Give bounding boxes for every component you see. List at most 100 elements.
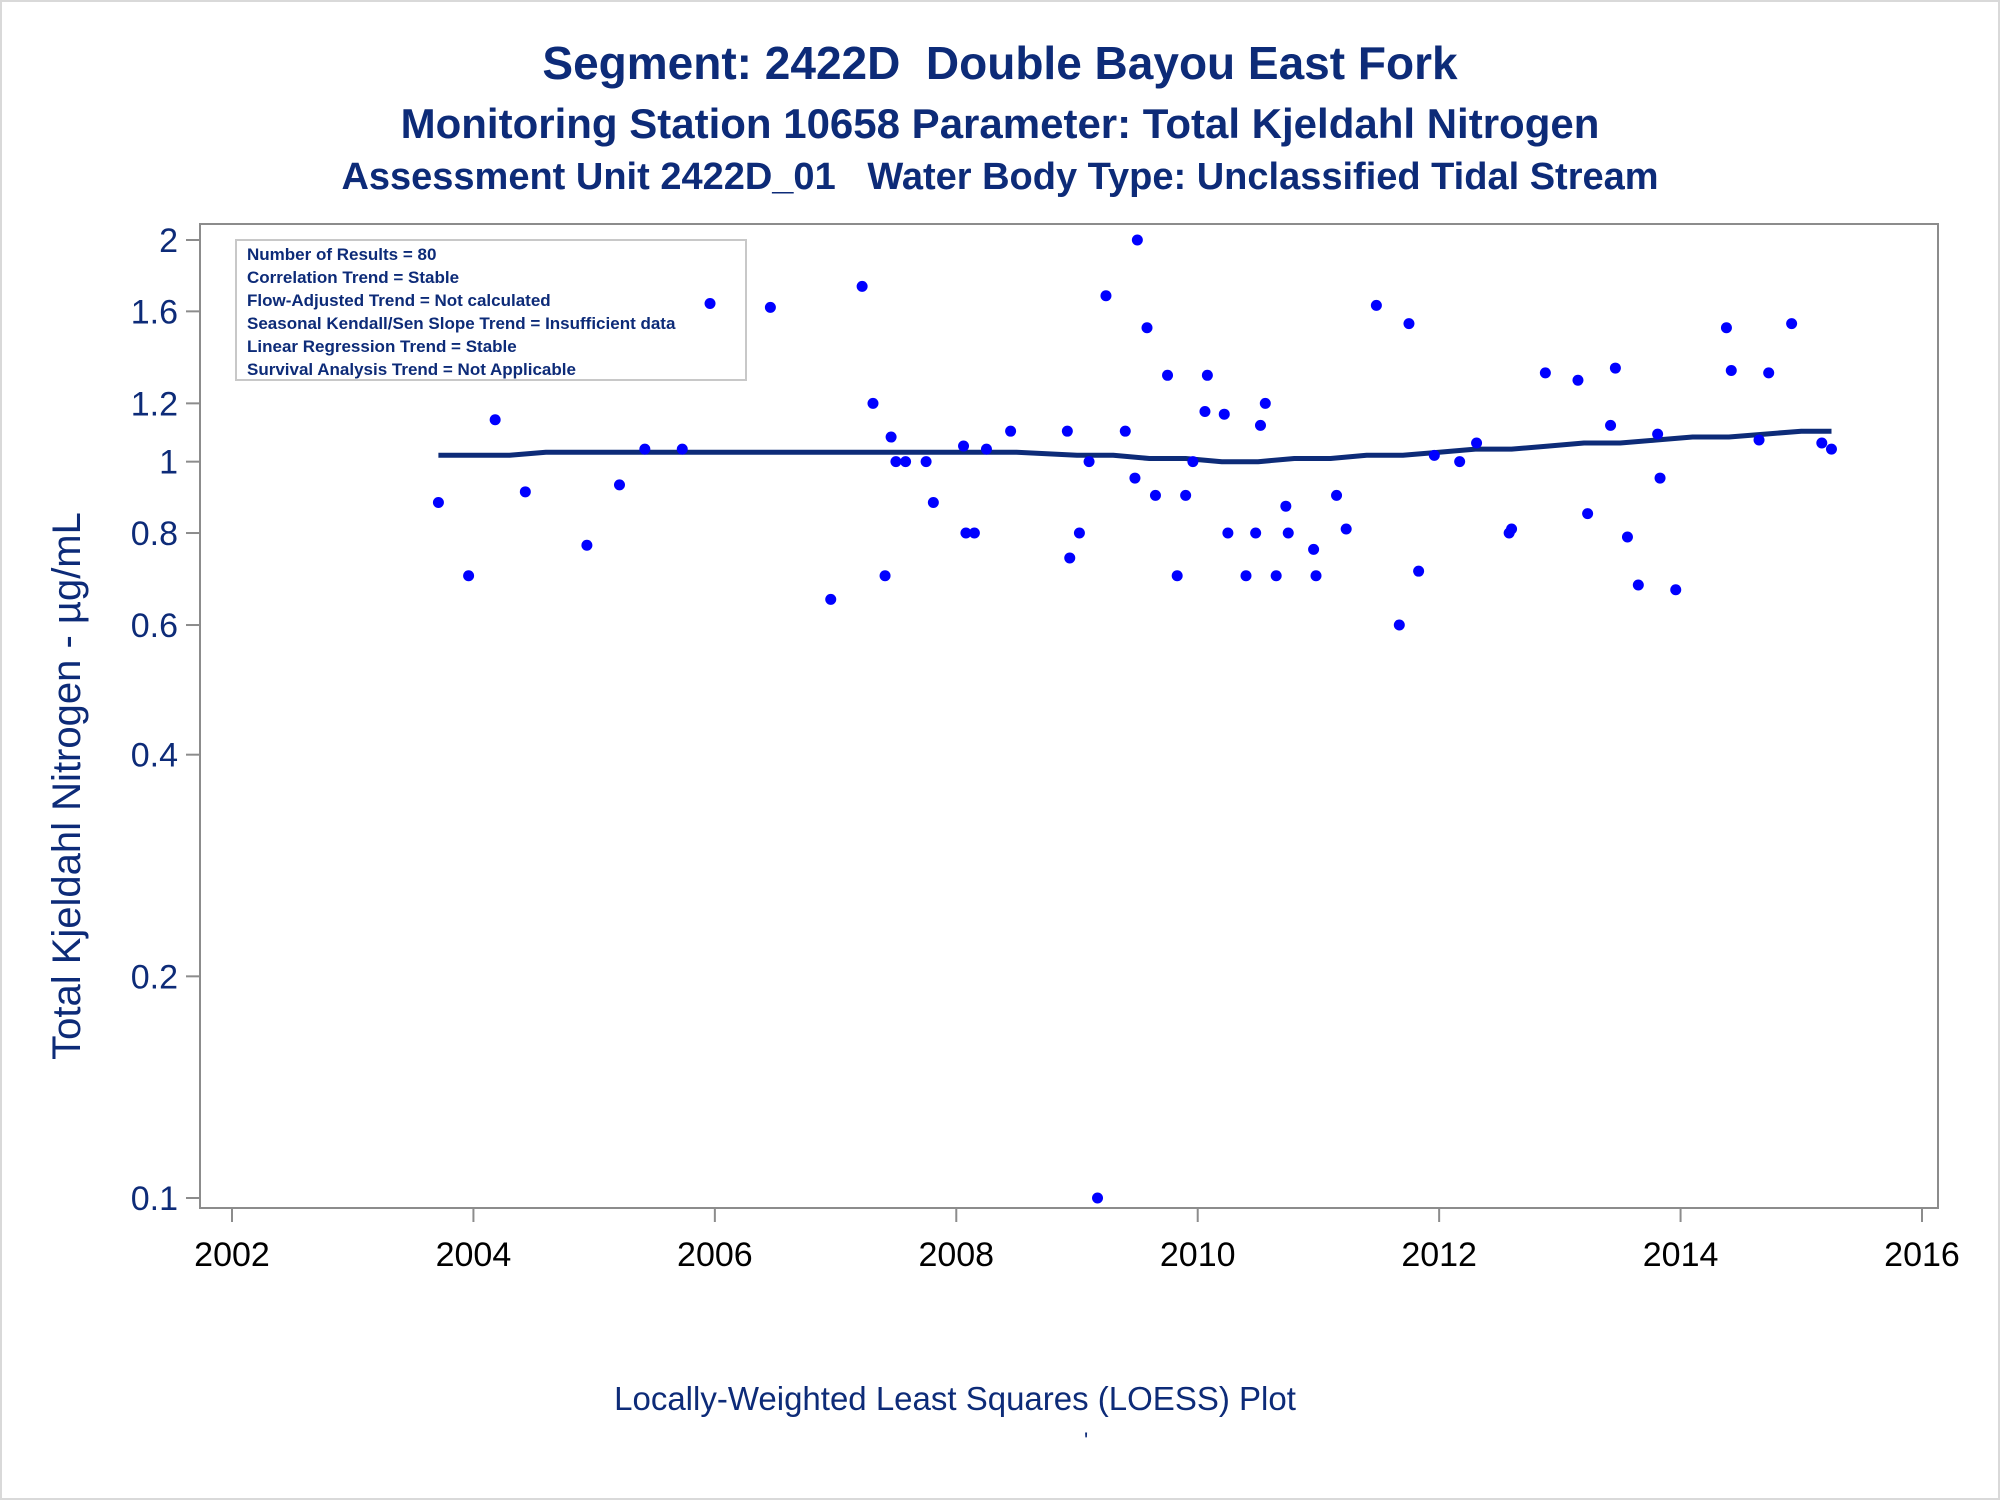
data-point [1621, 531, 1633, 543]
data-point [1763, 367, 1775, 379]
data-point [885, 431, 897, 443]
x-tick-label: 2006 [677, 1236, 753, 1274]
data-point [958, 440, 970, 452]
x-tick-label: 2014 [1643, 1236, 1719, 1274]
x-tick-label: 2016 [1884, 1236, 1960, 1274]
y-axis-title: Total Kjeldahl Nitrogen - µg/mL [45, 512, 89, 1060]
data-point [1100, 290, 1112, 302]
data-point [1753, 434, 1765, 446]
data-point [1073, 527, 1085, 539]
data-point [1119, 425, 1131, 437]
data-point [1131, 234, 1143, 246]
data-point [1786, 318, 1798, 330]
x-tick-label: 2012 [1401, 1236, 1477, 1274]
plot-area-frame [199, 223, 1939, 1209]
y-tick-label: 2 [159, 222, 178, 260]
data-point [1572, 374, 1584, 386]
x-tick-label: 2010 [1160, 1236, 1236, 1274]
data-point [1162, 369, 1174, 381]
data-point [1652, 428, 1664, 440]
data-point [1064, 552, 1076, 564]
data-point [1471, 437, 1483, 449]
x-tick-label: 2002 [194, 1236, 270, 1274]
data-point [1582, 508, 1594, 520]
x-tick-label: 2004 [436, 1236, 512, 1274]
data-point [1282, 527, 1294, 539]
data-point [1250, 527, 1262, 539]
data-point [1240, 570, 1252, 582]
data-point [890, 456, 902, 468]
data-point [1171, 570, 1183, 582]
data-point [1632, 579, 1644, 591]
data-point [581, 539, 593, 551]
footnote-mark: ' [1084, 1428, 1089, 1453]
data-point [1609, 362, 1621, 374]
data-point [1654, 472, 1666, 484]
data-point [1187, 456, 1199, 468]
chart-subtitle-2: Assessment Unit 2422D_01 Water Body Type… [341, 156, 1659, 198]
data-point [927, 497, 939, 509]
scatter-points-layer [432, 234, 1837, 1204]
data-point [1222, 527, 1234, 539]
data-point [856, 280, 868, 292]
x-tick-label: 2008 [918, 1236, 994, 1274]
data-point [920, 456, 932, 468]
data-point [1506, 523, 1518, 535]
data-point [1092, 1192, 1104, 1204]
data-point [1454, 456, 1466, 468]
data-point [1129, 472, 1141, 484]
y-tick-label: 1.2 [131, 385, 178, 423]
data-point [1310, 570, 1322, 582]
trend-summary-line: Number of Results = 80 [247, 245, 436, 264]
chart-subtitle: Monitoring Station 10658 Parameter: Tota… [400, 100, 1600, 147]
data-point [900, 456, 912, 468]
data-point [1201, 369, 1213, 381]
data-point [1199, 405, 1211, 417]
footnote: Locally-Weighted Least Squares (LOESS) P… [614, 1380, 1296, 1417]
data-point [1605, 419, 1617, 431]
data-point [980, 443, 992, 455]
y-tick-label: 0.2 [131, 958, 178, 996]
data-point [704, 297, 716, 309]
data-point [968, 527, 980, 539]
data-point [867, 397, 879, 409]
data-point [1270, 570, 1282, 582]
data-point [879, 570, 891, 582]
y-tick-label: 0.8 [131, 515, 178, 553]
data-point [676, 443, 688, 455]
data-point [1061, 425, 1073, 437]
data-point [1254, 419, 1266, 431]
data-point [1259, 397, 1271, 409]
data-point [1539, 367, 1551, 379]
data-point [1413, 565, 1425, 577]
data-point [764, 301, 776, 313]
chart-title: Segment: 2422D Double Bayou East Fork [542, 37, 1458, 89]
y-tick-label: 0.4 [131, 737, 178, 775]
data-point [613, 479, 625, 491]
data-point [1725, 364, 1737, 376]
data-point [432, 497, 444, 509]
data-point [1308, 543, 1320, 555]
trend-summary-line: Correlation Trend = Stable [247, 268, 459, 287]
data-point [1393, 619, 1405, 631]
data-point [1331, 489, 1343, 501]
data-point [1720, 322, 1732, 334]
data-point [1825, 443, 1837, 455]
data-point [1816, 437, 1828, 449]
data-point [1083, 456, 1095, 468]
data-point [1141, 322, 1153, 334]
data-point [1428, 449, 1440, 461]
data-point [960, 527, 972, 539]
data-point [1403, 318, 1415, 330]
data-point [1670, 584, 1682, 596]
trend-summary-line: Flow-Adjusted Trend = Not calculated [247, 291, 551, 310]
data-point [639, 443, 651, 455]
y-tick-label: 1.6 [131, 293, 178, 331]
data-point [463, 570, 475, 582]
data-point [1218, 408, 1230, 420]
data-point [519, 486, 531, 498]
data-point [1370, 299, 1382, 311]
trend-summary-line: Linear Regression Trend = Stable [247, 337, 517, 356]
